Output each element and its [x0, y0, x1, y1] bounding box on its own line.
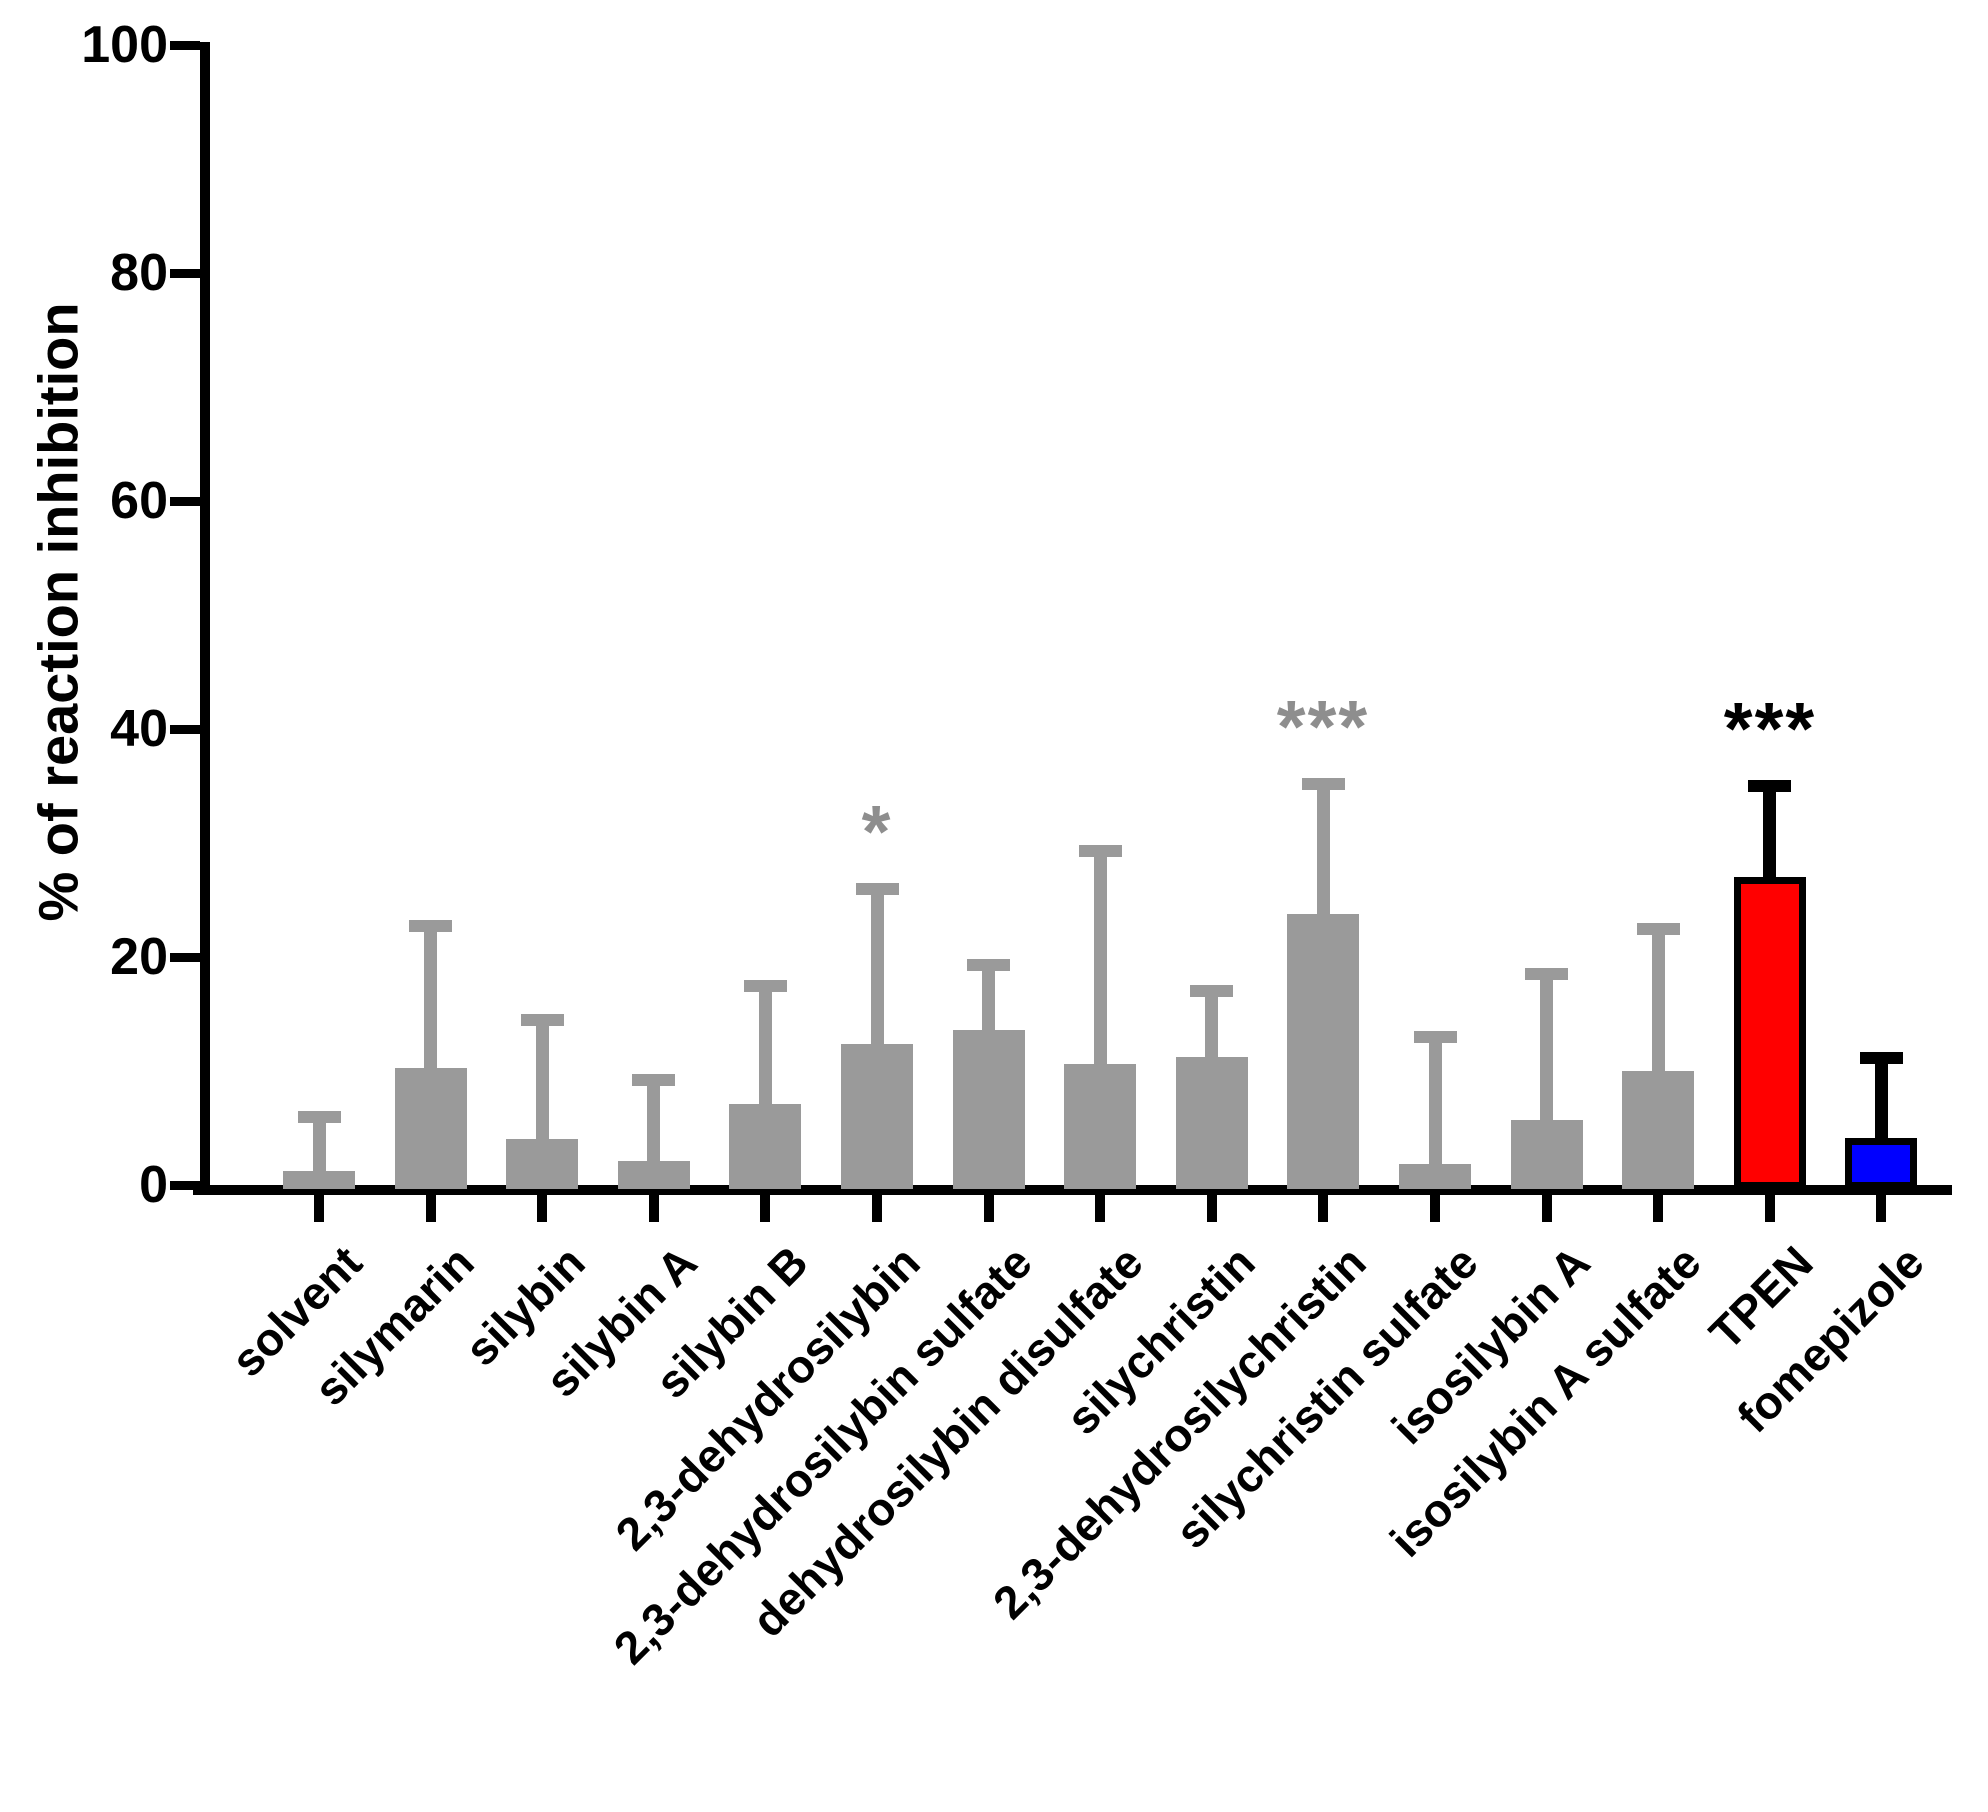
bar-silybin-a	[618, 1161, 690, 1189]
error-bar-stem-silybin-a	[647, 1080, 660, 1177]
y-tick-label-20: 20	[110, 928, 168, 986]
x-tick-2-3-dehydrosilybin	[872, 1195, 882, 1222]
error-bar-cap-2-3-dehydrosilychristin	[1302, 778, 1345, 790]
y-tick-label-100: 100	[81, 16, 168, 74]
x-tick-isosilybin-a	[1542, 1195, 1552, 1222]
error-bar-cap-silybin-b	[744, 980, 787, 992]
error-bar-stem-2-3-dehydrosilybin-sulfate	[982, 965, 995, 1046]
error-bar-stem-silybin	[536, 1020, 549, 1156]
error-bar-cap-silymarin	[409, 920, 452, 932]
x-tick-silybin-a	[649, 1195, 659, 1222]
error-bar-stem-fomepizole	[1875, 1058, 1888, 1142]
significance-marker-tpen: ***	[1723, 687, 1817, 770]
error-bar-cap-2-3-dehydrosilybin	[856, 883, 899, 895]
bar-2-3-dehydrosilybin	[841, 1044, 913, 1189]
bar-2-3-dehydrosilybin-sulfate	[953, 1030, 1025, 1189]
x-tick-isosilybin-a-sulfate	[1653, 1195, 1663, 1222]
error-bar-cap-fomepizole	[1860, 1052, 1903, 1064]
x-tick-fomepizole	[1876, 1195, 1886, 1222]
x-tick-dehydrosilybin-disulfate	[1095, 1195, 1105, 1222]
x-tick-solvent	[314, 1195, 324, 1222]
error-bar-stem-silybin-b	[759, 986, 772, 1121]
x-tick-2-3-dehydrosilybin-sulfate	[984, 1195, 994, 1222]
bar-tpen	[1734, 877, 1806, 1189]
error-bar-cap-silybin	[521, 1014, 564, 1026]
x-tick-silybin-b	[760, 1195, 770, 1222]
bar-isosilybin-a	[1511, 1120, 1583, 1189]
bar-silymarin	[395, 1068, 467, 1189]
y-tick-20	[170, 953, 200, 962]
bar-silychristin-sulfate	[1399, 1164, 1471, 1189]
error-bar-stem-silychristin-sulfate	[1429, 1037, 1442, 1181]
error-bar-stem-dehydrosilybin-disulfate	[1094, 851, 1107, 1080]
error-bar-cap-isosilybin-a	[1525, 968, 1568, 980]
bar-isosilybin-a-sulfate	[1622, 1071, 1694, 1189]
x-tick-silychristin	[1207, 1195, 1217, 1222]
error-bar-stem-2-3-dehydrosilybin	[871, 889, 884, 1060]
bar-silybin-b	[729, 1104, 801, 1189]
error-bar-stem-isosilybin-a	[1540, 974, 1553, 1136]
bar-2-3-dehydrosilychristin	[1287, 914, 1359, 1189]
error-bar-stem-silymarin	[424, 926, 437, 1083]
y-tick-label-60: 60	[110, 472, 168, 530]
error-bar-cap-silybin-a	[632, 1074, 675, 1086]
bar-solvent	[283, 1171, 355, 1189]
bar-silybin	[506, 1139, 578, 1189]
error-bar-cap-tpen	[1748, 780, 1791, 792]
x-tick-silymarin	[426, 1195, 436, 1222]
error-bar-stem-2-3-dehydrosilychristin	[1317, 784, 1330, 930]
y-tick-0	[170, 1181, 200, 1190]
y-tick-60	[170, 497, 200, 506]
error-bar-stem-silychristin	[1205, 991, 1218, 1073]
x-tick-silybin	[537, 1195, 547, 1222]
error-bar-cap-2-3-dehydrosilybin-sulfate	[967, 959, 1010, 971]
y-axis-line	[200, 42, 210, 1195]
error-bar-cap-dehydrosilybin-disulfate	[1079, 845, 1122, 857]
error-bar-stem-solvent	[313, 1117, 326, 1186]
significance-marker-2-3-dehydrosilybin: *	[861, 790, 893, 873]
y-tick-100	[170, 41, 200, 50]
error-bar-cap-silychristin-sulfate	[1414, 1031, 1457, 1043]
x-tick-silychristin-sulfate	[1430, 1195, 1440, 1222]
error-bar-cap-solvent	[298, 1111, 341, 1123]
bar-fomepizole	[1845, 1138, 1917, 1189]
x-tick-2-3-dehydrosilychristin	[1318, 1195, 1328, 1222]
error-bar-cap-silychristin	[1190, 985, 1233, 997]
error-bar-stem-isosilybin-a-sulfate	[1652, 929, 1665, 1088]
bar-silychristin	[1176, 1057, 1248, 1189]
bar-dehydrosilybin-disulfate	[1064, 1064, 1136, 1189]
y-tick-80	[170, 269, 200, 278]
x-axis-line	[193, 1185, 1952, 1195]
y-tick-40	[170, 725, 200, 734]
error-bar-stem-tpen	[1763, 786, 1776, 881]
y-tick-label-80: 80	[110, 244, 168, 302]
x-tick-tpen	[1765, 1195, 1775, 1222]
significance-marker-2-3-dehydrosilychristin: ***	[1276, 685, 1370, 768]
y-tick-label-40: 40	[110, 700, 168, 758]
error-bar-cap-isosilybin-a-sulfate	[1637, 923, 1680, 935]
y-tick-label-0: 0	[139, 1156, 168, 1214]
